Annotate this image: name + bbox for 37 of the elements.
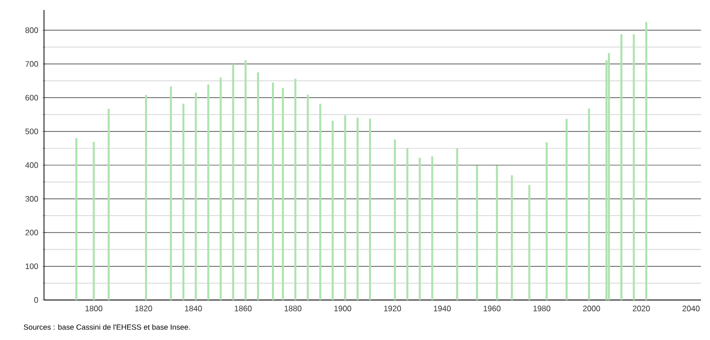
bar xyxy=(257,72,260,300)
bar xyxy=(170,86,172,300)
bar xyxy=(546,142,548,300)
bar xyxy=(232,64,234,300)
bar xyxy=(282,88,284,300)
bar xyxy=(406,148,408,300)
bar xyxy=(75,138,78,300)
bar xyxy=(418,158,421,300)
bar xyxy=(588,108,590,300)
bar xyxy=(476,165,478,300)
bar xyxy=(306,94,309,300)
bar xyxy=(645,22,648,300)
bar xyxy=(369,118,372,300)
bar xyxy=(356,118,359,300)
bar xyxy=(620,34,622,300)
bar xyxy=(431,156,434,300)
bar xyxy=(394,139,396,300)
bar xyxy=(332,120,334,300)
bar xyxy=(220,77,222,300)
bar xyxy=(456,148,458,300)
bar xyxy=(182,104,184,300)
bar xyxy=(496,165,498,300)
bar xyxy=(194,92,197,300)
bar xyxy=(566,118,568,300)
bar xyxy=(294,78,296,300)
bar xyxy=(207,84,210,300)
bar xyxy=(510,175,513,300)
bar xyxy=(608,53,610,300)
bar xyxy=(632,34,635,300)
bar xyxy=(92,142,95,300)
bar xyxy=(272,82,274,300)
bar xyxy=(319,104,322,300)
bar xyxy=(145,94,148,300)
bar xyxy=(344,115,346,300)
bar xyxy=(528,185,530,300)
bar xyxy=(244,60,247,300)
bar xyxy=(108,108,110,300)
